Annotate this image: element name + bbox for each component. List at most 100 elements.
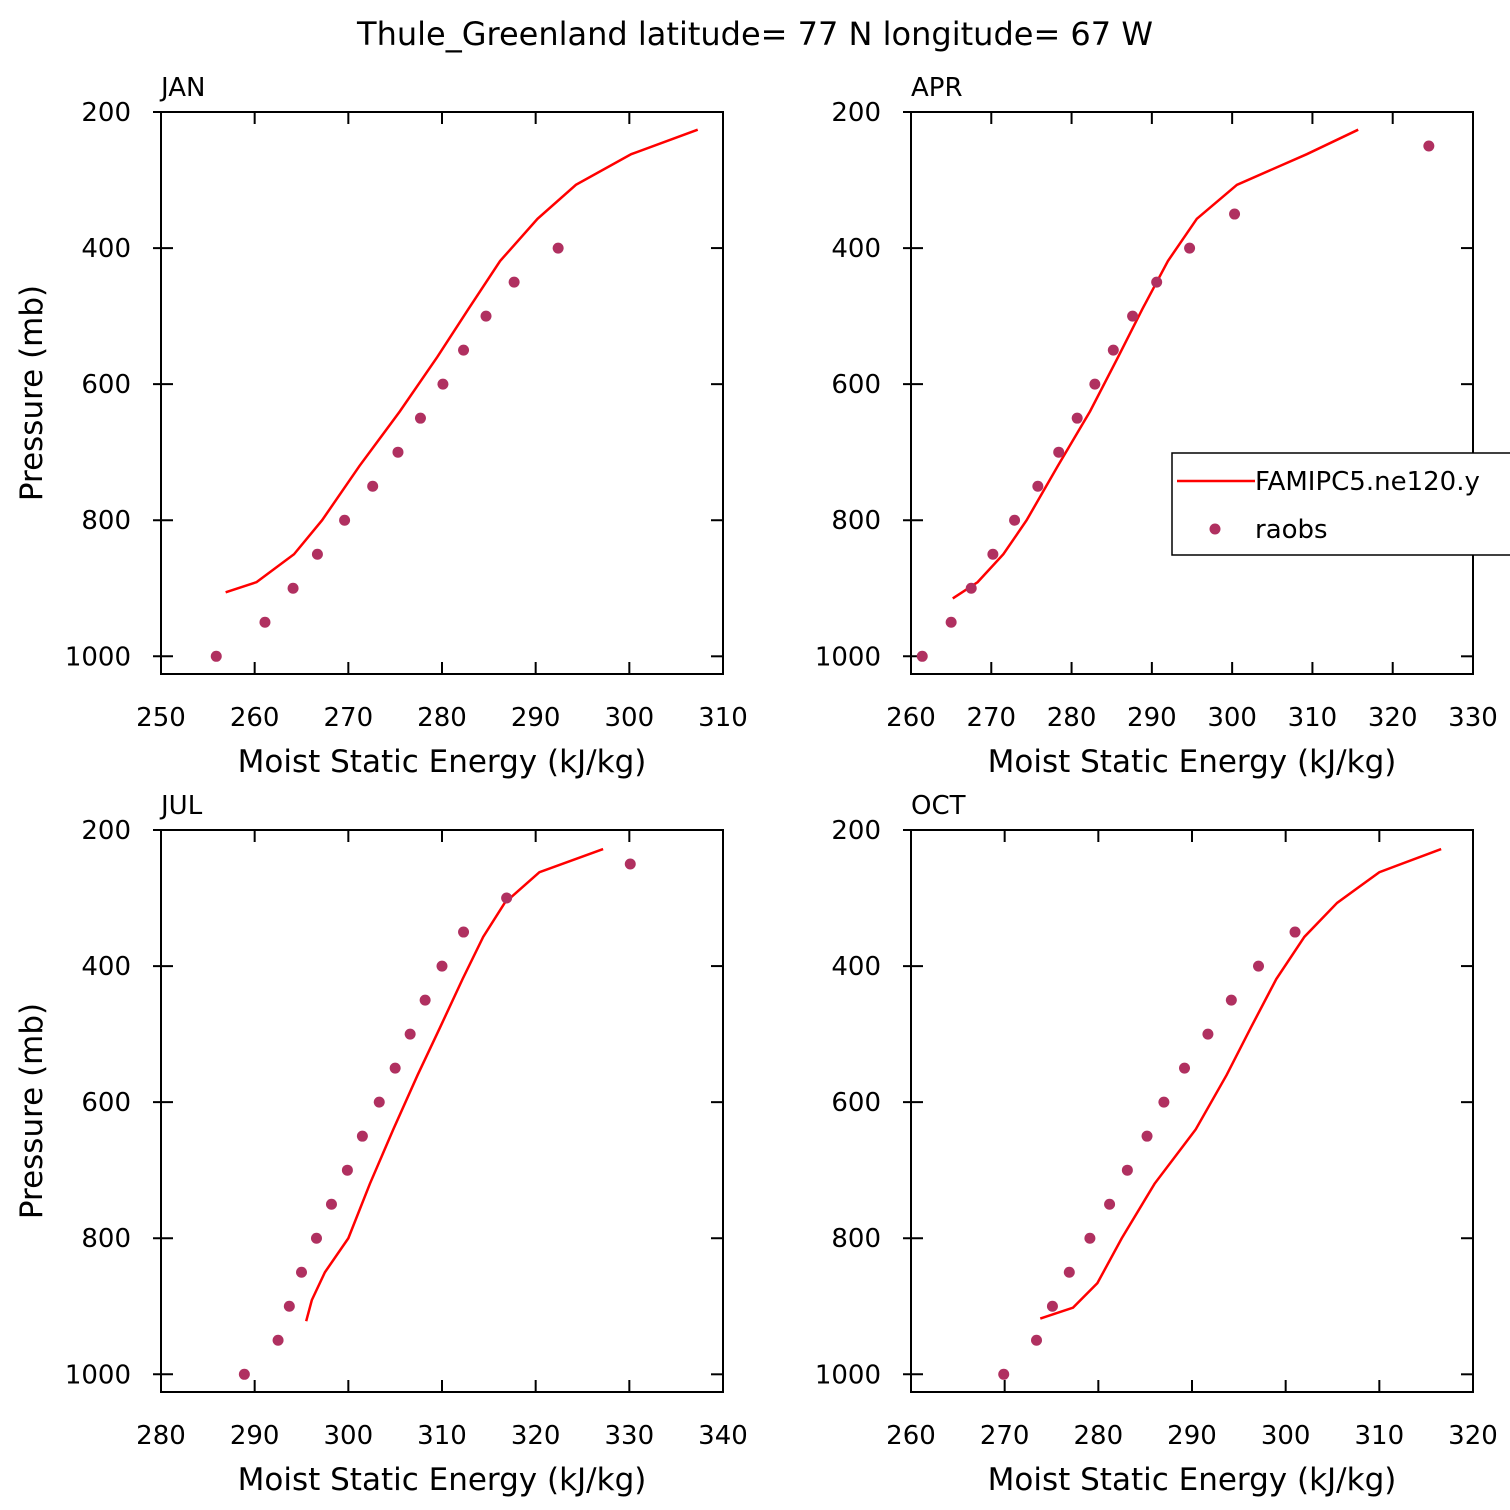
x-tick-label: 300 bbox=[1207, 703, 1257, 733]
y-tick-label: 400 bbox=[81, 952, 131, 982]
y-tick-label: 200 bbox=[831, 98, 881, 128]
x-tick-label: 300 bbox=[605, 703, 655, 733]
x-tick-label: 320 bbox=[1448, 1421, 1498, 1451]
obs-point bbox=[414, 412, 426, 424]
y-tick-label: 400 bbox=[831, 234, 881, 264]
panel-title: OCT bbox=[911, 791, 966, 821]
x-tick-label: 290 bbox=[230, 1421, 280, 1451]
obs-point bbox=[210, 650, 222, 662]
obs-point bbox=[373, 1096, 385, 1108]
x-tick-label: 260 bbox=[886, 1421, 936, 1451]
x-tick-label: 310 bbox=[698, 703, 748, 733]
y-tick-label: 400 bbox=[831, 952, 881, 982]
obs-point bbox=[1151, 276, 1163, 288]
obs-point bbox=[1032, 480, 1044, 492]
obs-point bbox=[480, 310, 492, 322]
obs-point bbox=[367, 480, 379, 492]
obs-point bbox=[283, 1300, 295, 1312]
obs-point bbox=[311, 548, 323, 560]
x-tick-label: 250 bbox=[136, 703, 186, 733]
obs-point bbox=[1141, 1130, 1153, 1142]
obs-point bbox=[1121, 1164, 1133, 1176]
obs-point bbox=[392, 446, 404, 458]
obs-point bbox=[998, 1368, 1010, 1380]
obs-point bbox=[404, 1028, 416, 1040]
obs-point bbox=[296, 1266, 307, 1278]
plot-frame bbox=[910, 829, 1474, 1393]
obs-point bbox=[1053, 446, 1065, 458]
obs-point bbox=[287, 582, 299, 594]
y-tick-label: 400 bbox=[81, 234, 131, 264]
figure-title: Thule_Greenland latitude= 77 N longitude… bbox=[356, 15, 1153, 53]
y-tick-label: 1000 bbox=[815, 1360, 881, 1390]
y-tick-label: 800 bbox=[831, 1224, 881, 1254]
obs-point bbox=[458, 926, 470, 938]
obs-point bbox=[1179, 1062, 1191, 1074]
x-axis-label: Moist Static Energy (kJ/kg) bbox=[238, 744, 647, 780]
legend-label: raobs bbox=[1255, 515, 1328, 545]
y-tick-label: 1000 bbox=[815, 642, 881, 672]
obs-point bbox=[1031, 1334, 1043, 1346]
obs-point bbox=[1184, 242, 1196, 254]
obs-point bbox=[1253, 960, 1265, 972]
x-tick-label: 320 bbox=[511, 1421, 561, 1451]
obs-point bbox=[1104, 1198, 1116, 1210]
x-axis-label: Moist Static Energy (kJ/kg) bbox=[988, 1462, 1397, 1498]
y-tick-label: 1000 bbox=[65, 642, 131, 672]
obs-point bbox=[552, 242, 564, 254]
x-tick-label: 300 bbox=[324, 1421, 374, 1451]
x-tick-label: 280 bbox=[136, 1421, 186, 1451]
legend-marker bbox=[1209, 523, 1221, 535]
x-tick-label: 270 bbox=[324, 703, 374, 733]
panel: OCT 260 270 280 290 300 310 320 200 400 600 800 1000… bbox=[815, 791, 1498, 1498]
x-tick-label: 280 bbox=[1074, 1421, 1124, 1451]
y-tick-label: 800 bbox=[81, 1224, 131, 1254]
obs-point bbox=[1158, 1096, 1170, 1108]
obs-point bbox=[259, 616, 271, 628]
panel-title: APR bbox=[911, 73, 963, 103]
obs-point bbox=[1071, 412, 1083, 424]
model-line bbox=[225, 128, 699, 594]
obs-point bbox=[1089, 378, 1101, 390]
x-tick-label: 330 bbox=[605, 1421, 655, 1451]
y-tick-label: 200 bbox=[81, 98, 131, 128]
x-tick-label: 310 bbox=[417, 1421, 467, 1451]
model-line bbox=[304, 847, 604, 1322]
obs-point bbox=[501, 892, 513, 904]
obs-point bbox=[272, 1334, 284, 1346]
y-tick-label: 600 bbox=[81, 1088, 131, 1118]
obs-point bbox=[1063, 1266, 1075, 1278]
obs-point bbox=[1423, 140, 1435, 152]
obs-point bbox=[624, 858, 636, 870]
x-axis-label: Moist Static Energy (kJ/kg) bbox=[238, 1462, 647, 1498]
obs-point bbox=[458, 344, 470, 356]
obs-point bbox=[1202, 1028, 1214, 1040]
obs-point bbox=[1046, 1300, 1058, 1312]
y-tick-label: 600 bbox=[831, 1088, 881, 1118]
obs-point bbox=[436, 960, 448, 972]
obs-point bbox=[325, 1198, 337, 1210]
y-tick-label: 1000 bbox=[65, 1360, 131, 1390]
x-tick-label: 310 bbox=[1355, 1421, 1405, 1451]
legend-box bbox=[1171, 452, 1510, 556]
obs-point bbox=[238, 1368, 250, 1380]
obs-point bbox=[508, 276, 520, 288]
x-tick-label: 260 bbox=[886, 703, 936, 733]
y-tick-label: 600 bbox=[831, 370, 881, 400]
plot-frame bbox=[910, 111, 1474, 675]
obs-point bbox=[356, 1130, 368, 1142]
panel: JAN 250 260 270 280 290 300 310 200 400 600 800 1000… bbox=[14, 73, 748, 780]
obs-point bbox=[945, 616, 957, 628]
x-tick-label: 260 bbox=[230, 703, 280, 733]
obs-point bbox=[916, 650, 928, 662]
x-tick-label: 280 bbox=[1047, 703, 1097, 733]
obs-point bbox=[310, 1232, 322, 1244]
x-tick-label: 290 bbox=[1167, 1421, 1217, 1451]
panel-title: JAN bbox=[159, 73, 205, 103]
obs-point bbox=[389, 1062, 401, 1074]
plot-frame bbox=[160, 829, 724, 1393]
obs-point bbox=[419, 994, 431, 1006]
obs-point bbox=[437, 378, 449, 390]
obs-point bbox=[965, 582, 977, 594]
